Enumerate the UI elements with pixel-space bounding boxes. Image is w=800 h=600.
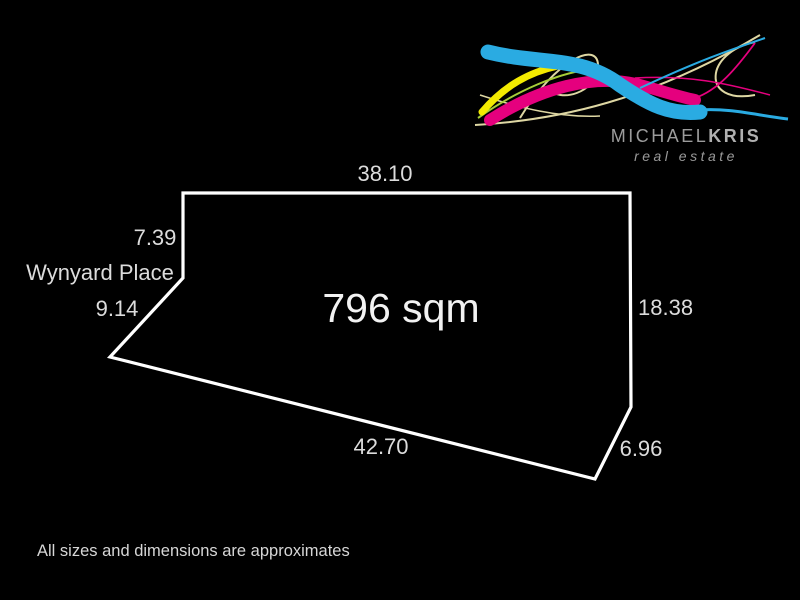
dimension-label-bottom: 42.70 [353,434,409,459]
cream-swirl-long [474,34,761,126]
dimension-label-right: 18.38 [638,295,694,320]
blue-brush-stroke [480,44,708,121]
michaelkris-logo-swoosh [474,34,789,126]
street-name-label: Wynyard Place [26,260,174,285]
lot-area-label: 796 sqm [322,285,480,331]
dimension-label-lower-left: 9.14 [95,296,139,321]
lot-boundary-polygon [106,191,633,481]
dimension-label-bottom-right: 6.96 [619,436,663,461]
brand-second: KRIS [708,126,762,146]
blue-tail-line [699,108,789,121]
dimension-label-upper-left: 7.39 [133,225,177,250]
brand-tagline: real estate [634,148,738,164]
magenta-thin-line [634,76,771,96]
blue-thin-line [639,37,766,89]
dimension-label-top: 38.10 [357,161,413,186]
brand-first: MICHAEL [610,126,709,146]
magenta-tail-line [694,42,756,99]
brand-wordmark: MICHAELKRIS [611,127,762,145]
disclaimer-text: All sizes and dimensions are approximate… [37,542,350,560]
